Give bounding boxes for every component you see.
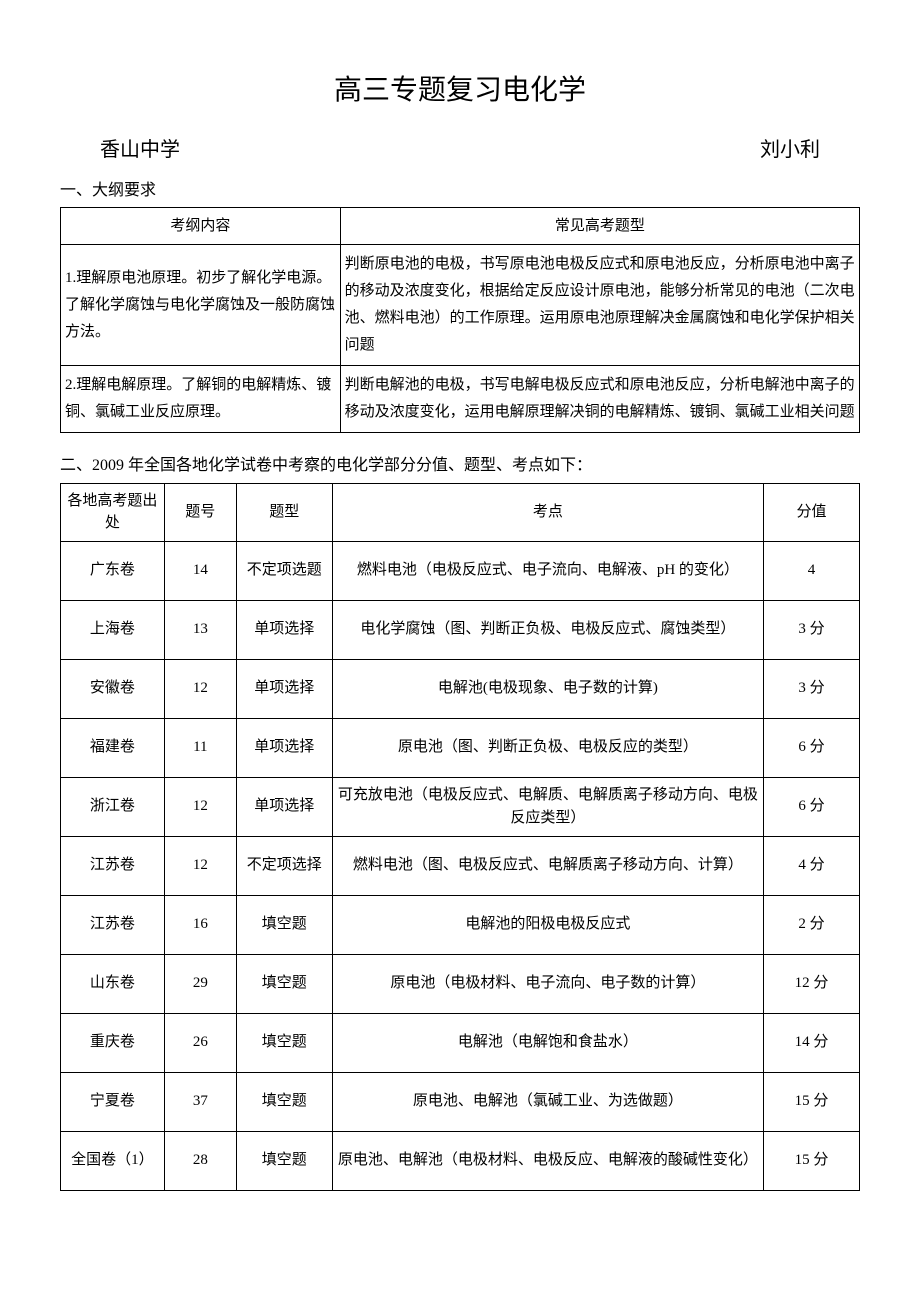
table-row: 1.理解原电池原理。初步了解化学电源。了解化学腐蚀与电化学腐蚀及一般防腐蚀方法。…: [61, 245, 860, 366]
cell-num: 12: [164, 777, 236, 836]
exam-type-cell: 判断电解池的电极，书写电解电极反应式和原电池反应，分析电解池中离子的移动及浓度变…: [340, 366, 859, 433]
cell-num: 37: [164, 1072, 236, 1131]
cell-type: 单项选择: [236, 718, 332, 777]
cell-score: 4: [764, 541, 860, 600]
cell-type: 填空题: [236, 1131, 332, 1190]
table-row: 上海卷13单项选择电化学腐蚀（图、判断正负极、电极反应式、腐蚀类型）3 分: [61, 600, 860, 659]
cell-score: 15 分: [764, 1072, 860, 1131]
cell-topic: 燃料电池（图、电极反应式、电解质离子移动方向、计算）: [332, 836, 763, 895]
table1-header-right: 常见高考题型: [340, 208, 859, 245]
cell-type: 单项选择: [236, 777, 332, 836]
cell-topic: 原电池、电解池（氯碱工业、为选做题）: [332, 1072, 763, 1131]
cell-source: 全国卷（1）: [61, 1131, 165, 1190]
cell-type: 填空题: [236, 895, 332, 954]
cell-num: 12: [164, 836, 236, 895]
cell-topic: 原电池（图、判断正负极、电极反应的类型）: [332, 718, 763, 777]
cell-num: 28: [164, 1131, 236, 1190]
syllabus-content-cell: 1.理解原电池原理。初步了解化学电源。了解化学腐蚀与电化学腐蚀及一般防腐蚀方法。: [61, 245, 341, 366]
syllabus-table: 考纲内容 常见高考题型 1.理解原电池原理。初步了解化学电源。了解化学腐蚀与电化…: [60, 207, 860, 433]
cell-score: 15 分: [764, 1131, 860, 1190]
table-row: 安徽卷12单项选择电解池(电极现象、电子数的计算)3 分: [61, 659, 860, 718]
exam-analysis-table: 各地高考题出处 题号 题型 考点 分值 广东卷14不定项选题燃料电池（电极反应式…: [60, 483, 860, 1191]
cell-score: 3 分: [764, 659, 860, 718]
cell-score: 6 分: [764, 777, 860, 836]
cell-source: 广东卷: [61, 541, 165, 600]
cell-num: 12: [164, 659, 236, 718]
teacher-name: 刘小利: [760, 134, 820, 166]
table-row: 山东卷29填空题原电池（电极材料、电子流向、电子数的计算）12 分: [61, 954, 860, 1013]
cell-score: 6 分: [764, 718, 860, 777]
col-score: 分值: [764, 483, 860, 541]
col-topic: 考点: [332, 483, 763, 541]
cell-num: 11: [164, 718, 236, 777]
table-row: 全国卷（1）28填空题原电池、电解池（电极材料、电极反应、电解液的酸碱性变化）1…: [61, 1131, 860, 1190]
table-row: 江苏卷12不定项选择燃料电池（图、电极反应式、电解质离子移动方向、计算）4 分: [61, 836, 860, 895]
cell-topic: 原电池（电极材料、电子流向、电子数的计算）: [332, 954, 763, 1013]
cell-topic: 燃料电池（电极反应式、电子流向、电解液、pH 的变化）: [332, 541, 763, 600]
cell-score: 14 分: [764, 1013, 860, 1072]
cell-type: 不定项选择: [236, 836, 332, 895]
cell-num: 29: [164, 954, 236, 1013]
cell-num: 26: [164, 1013, 236, 1072]
cell-source: 浙江卷: [61, 777, 165, 836]
cell-score: 4 分: [764, 836, 860, 895]
cell-score: 12 分: [764, 954, 860, 1013]
cell-topic: 电解池的阳极电极反应式: [332, 895, 763, 954]
cell-score: 2 分: [764, 895, 860, 954]
section2-header: 二、2009 年全国各地化学试卷中考察的电化学部分分值、题型、考点如下：: [60, 453, 860, 479]
subtitle-row: 香山中学 刘小利: [100, 134, 820, 166]
cell-type: 单项选择: [236, 600, 332, 659]
cell-type: 不定项选题: [236, 541, 332, 600]
cell-type: 单项选择: [236, 659, 332, 718]
cell-topic: 可充放电池（电极反应式、电解质、电解质离子移动方向、电极反应类型）: [332, 777, 763, 836]
table-row: 2.理解电解原理。了解铜的电解精炼、镀铜、氯碱工业反应原理。 判断电解池的电极，…: [61, 366, 860, 433]
cell-type: 填空题: [236, 1072, 332, 1131]
table-row: 宁夏卷37填空题原电池、电解池（氯碱工业、为选做题）15 分: [61, 1072, 860, 1131]
cell-topic: 原电池、电解池（电极材料、电极反应、电解液的酸碱性变化）: [332, 1131, 763, 1190]
syllabus-content-cell: 2.理解电解原理。了解铜的电解精炼、镀铜、氯碱工业反应原理。: [61, 366, 341, 433]
cell-source: 宁夏卷: [61, 1072, 165, 1131]
page-title: 高三专题复习电化学: [60, 69, 860, 114]
cell-source: 安徽卷: [61, 659, 165, 718]
table-row: 江苏卷16填空题电解池的阳极电极反应式2 分: [61, 895, 860, 954]
cell-source: 山东卷: [61, 954, 165, 1013]
cell-type: 填空题: [236, 1013, 332, 1072]
table-row: 浙江卷12单项选择可充放电池（电极反应式、电解质、电解质离子移动方向、电极反应类…: [61, 777, 860, 836]
cell-score: 3 分: [764, 600, 860, 659]
table-row: 福建卷11单项选择原电池（图、判断正负极、电极反应的类型）6 分: [61, 718, 860, 777]
cell-topic: 电解池(电极现象、电子数的计算): [332, 659, 763, 718]
cell-source: 江苏卷: [61, 895, 165, 954]
section1-header: 一、大纲要求: [60, 178, 860, 204]
cell-type: 填空题: [236, 954, 332, 1013]
cell-source: 江苏卷: [61, 836, 165, 895]
school-name: 香山中学: [100, 134, 180, 166]
col-source: 各地高考题出处: [61, 483, 165, 541]
col-number: 题号: [164, 483, 236, 541]
cell-source: 重庆卷: [61, 1013, 165, 1072]
cell-topic: 电解池（电解饱和食盐水）: [332, 1013, 763, 1072]
cell-source: 上海卷: [61, 600, 165, 659]
cell-source: 福建卷: [61, 718, 165, 777]
cell-num: 16: [164, 895, 236, 954]
col-type: 题型: [236, 483, 332, 541]
cell-topic: 电化学腐蚀（图、判断正负极、电极反应式、腐蚀类型）: [332, 600, 763, 659]
cell-num: 13: [164, 600, 236, 659]
table1-header-left: 考纲内容: [61, 208, 341, 245]
table-row: 广东卷14不定项选题燃料电池（电极反应式、电子流向、电解液、pH 的变化）4: [61, 541, 860, 600]
cell-num: 14: [164, 541, 236, 600]
exam-type-cell: 判断原电池的电极，书写原电池电极反应式和原电池反应，分析原电池中离子的移动及浓度…: [340, 245, 859, 366]
table-row: 重庆卷26填空题电解池（电解饱和食盐水）14 分: [61, 1013, 860, 1072]
